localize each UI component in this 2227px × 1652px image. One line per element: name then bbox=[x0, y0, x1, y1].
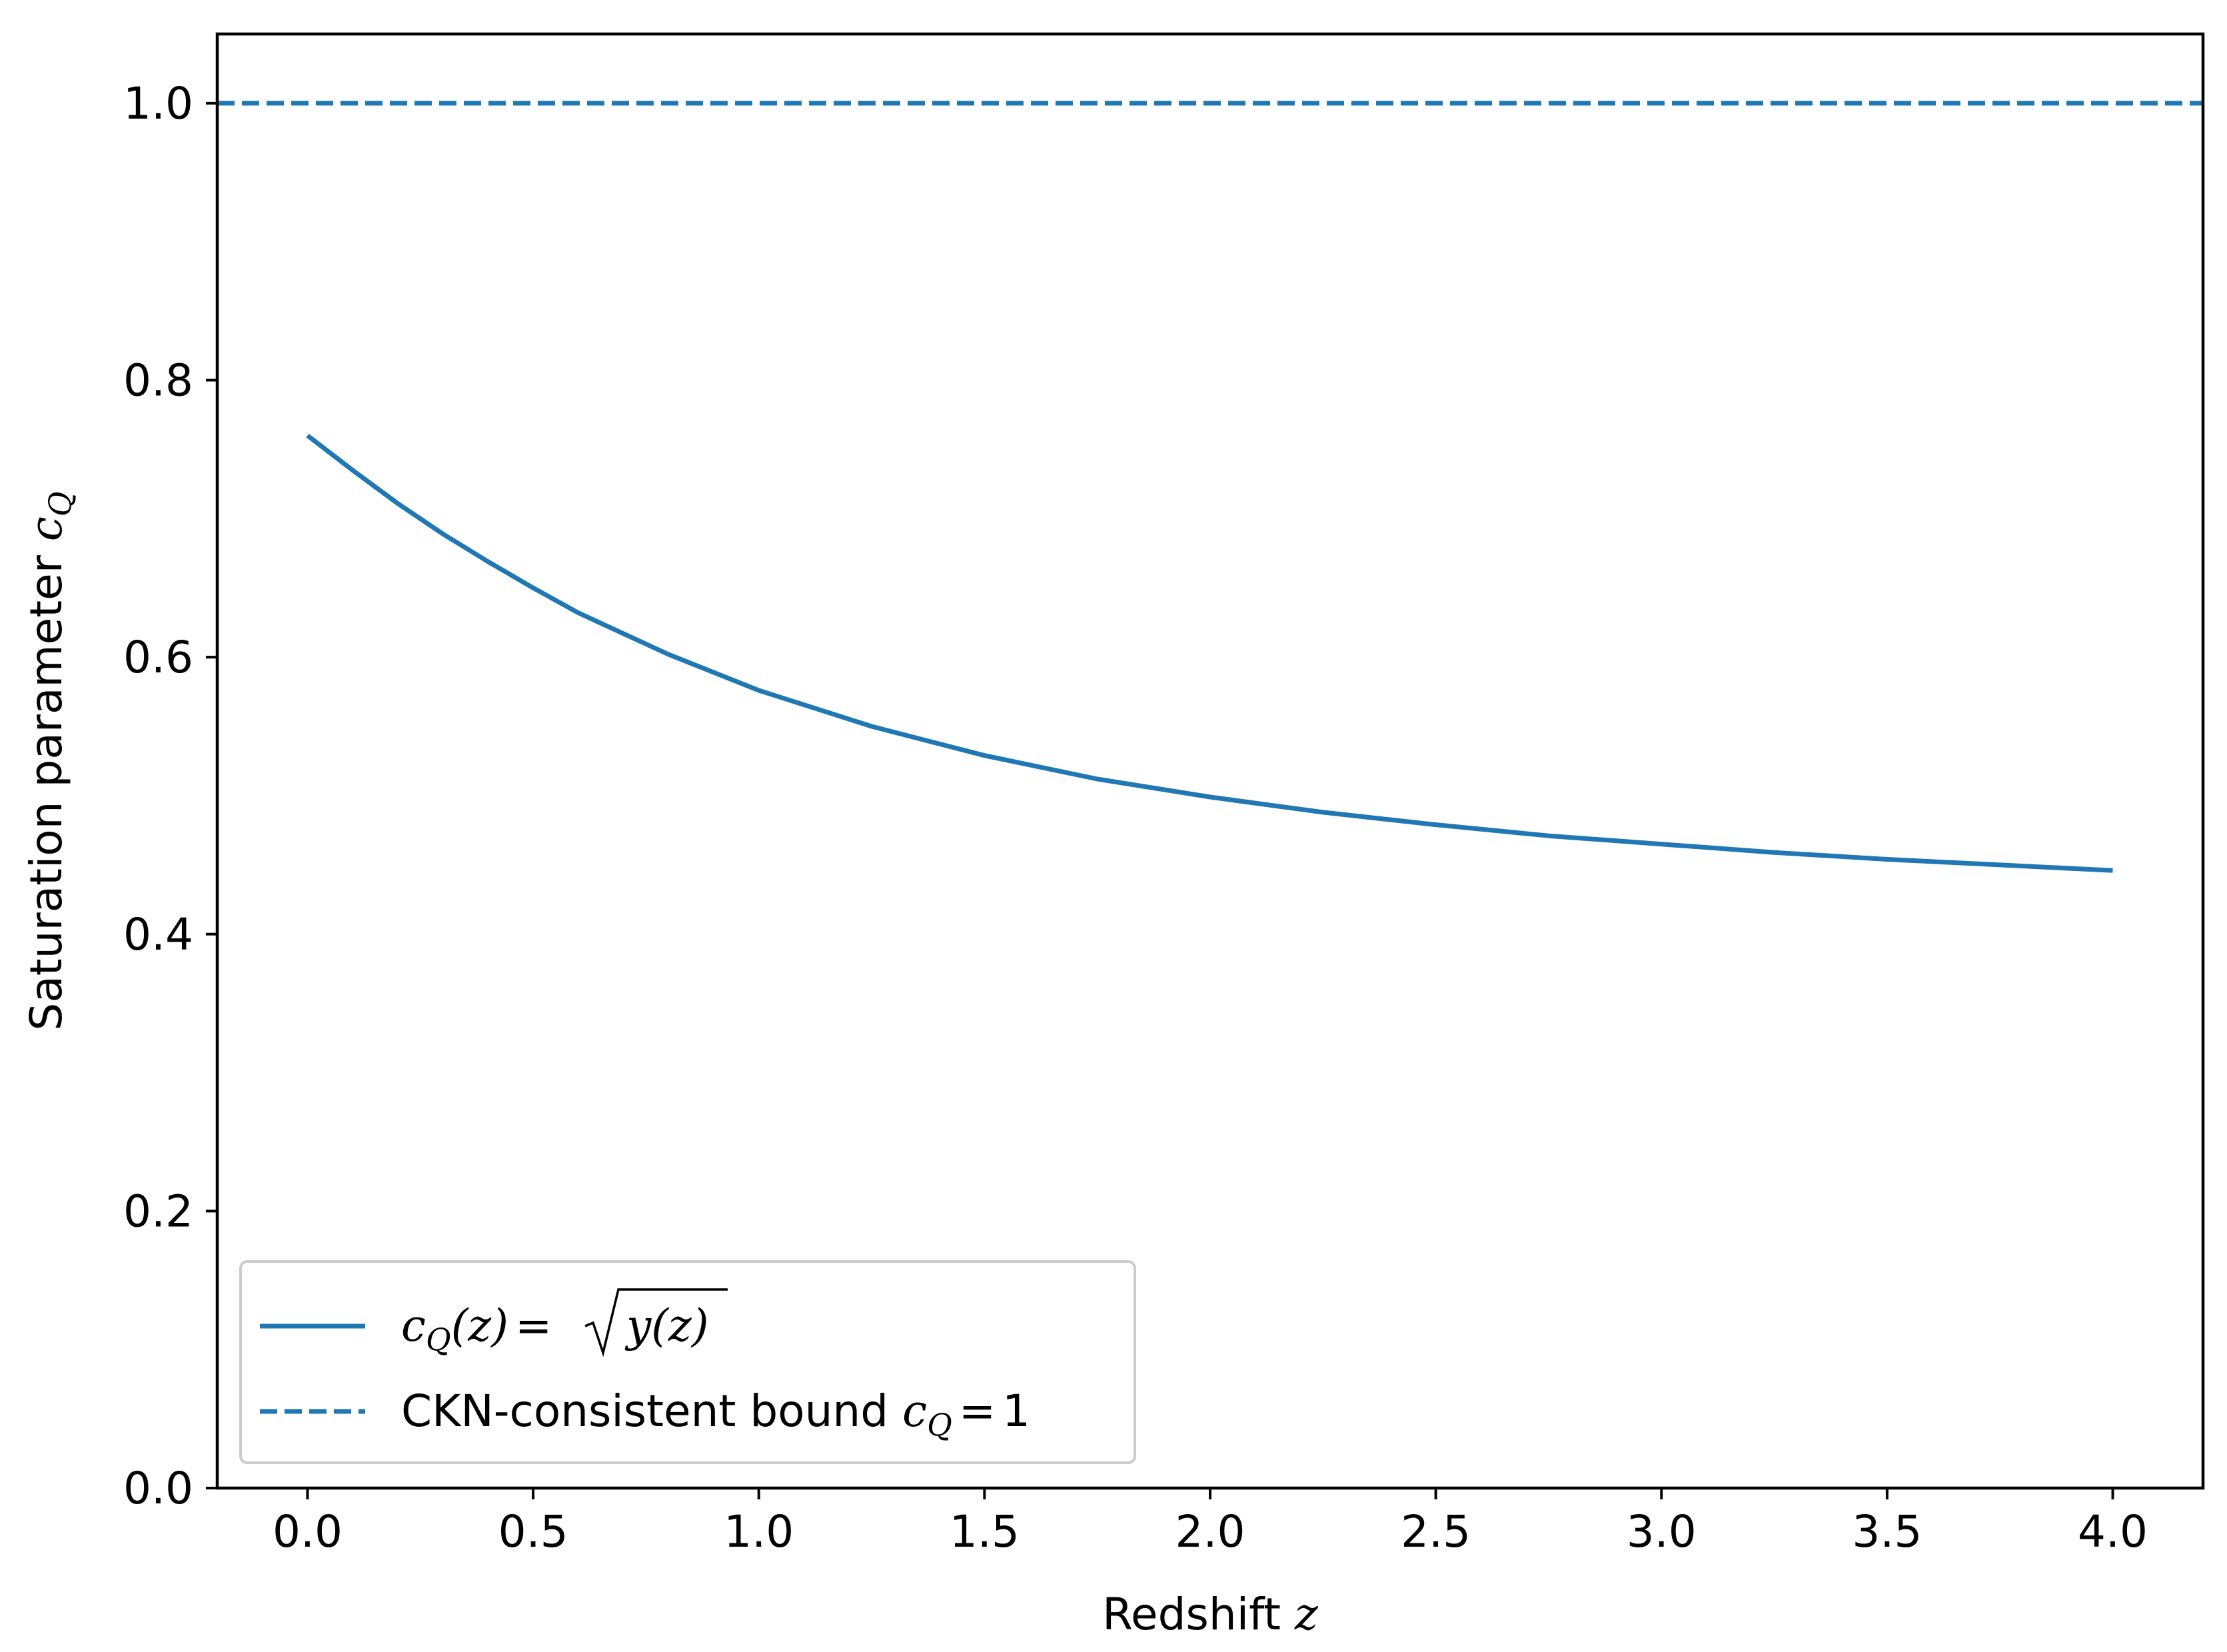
x-axis-label: Redshift z bbox=[1102, 1589, 1319, 1640]
x-tick-label: 2.0 bbox=[1175, 1506, 1245, 1557]
series-line-curve bbox=[306, 433, 2113, 873]
y-axis-label-sub: Q bbox=[42, 491, 78, 516]
x-tick-label: 3.5 bbox=[1852, 1506, 1922, 1557]
y-tick-label: 0.6 bbox=[123, 632, 193, 683]
x-axis-label-text: Redshift bbox=[1102, 1589, 1281, 1640]
y-axis-label-text: Saturation parameter bbox=[21, 554, 72, 1030]
x-tick-label: 3.0 bbox=[1627, 1506, 1697, 1557]
x-tick-label: 4.0 bbox=[2078, 1506, 2148, 1557]
x-axis-label-var: z bbox=[1294, 1589, 1319, 1640]
legend-sqrt-symbol bbox=[584, 1288, 728, 1357]
y-tick-label: 0.4 bbox=[123, 909, 193, 960]
legend-label-curve: cQ(z) = bbox=[401, 1300, 552, 1357]
y-axis-ticks: 0.0 0.2 0.4 0.6 0.8 1.0 bbox=[123, 78, 217, 1514]
x-tick-label: 1.0 bbox=[724, 1506, 794, 1557]
x-tick-label: 1.5 bbox=[950, 1506, 1020, 1557]
x-tick-label: 0.5 bbox=[498, 1506, 568, 1557]
x-axis-ticks: 0.0 0.5 1.0 1.5 2.0 2.5 3.0 3.5 4.0 bbox=[273, 1488, 2148, 1557]
y-tick-label: 0.0 bbox=[123, 1463, 193, 1514]
legend-box bbox=[239, 1260, 1136, 1464]
legend-entry-curve: cQ(z) = y(z) bbox=[260, 1288, 728, 1357]
legend-label-bound: CKN-consistent bound cQ = 1 bbox=[401, 1385, 1030, 1443]
legend: cQ(z) = y(z) CKN-consistent bound cQ = 1 bbox=[239, 1260, 1136, 1464]
x-tick-label: 0.0 bbox=[273, 1506, 343, 1557]
y-tick-label: 0.2 bbox=[123, 1186, 193, 1237]
series-layer bbox=[217, 101, 2203, 873]
legend-entry-bound: CKN-consistent bound cQ = 1 bbox=[260, 1385, 1030, 1443]
y-axis-label: Saturation parameter cQ bbox=[21, 491, 78, 1030]
x-tick-label: 2.5 bbox=[1401, 1506, 1471, 1557]
y-axis-label-var: c bbox=[21, 516, 72, 541]
y-tick-label: 1.0 bbox=[123, 78, 193, 129]
y-tick-label: 0.8 bbox=[123, 355, 193, 407]
legend-sqrt-argument: y(z) bbox=[624, 1300, 709, 1351]
